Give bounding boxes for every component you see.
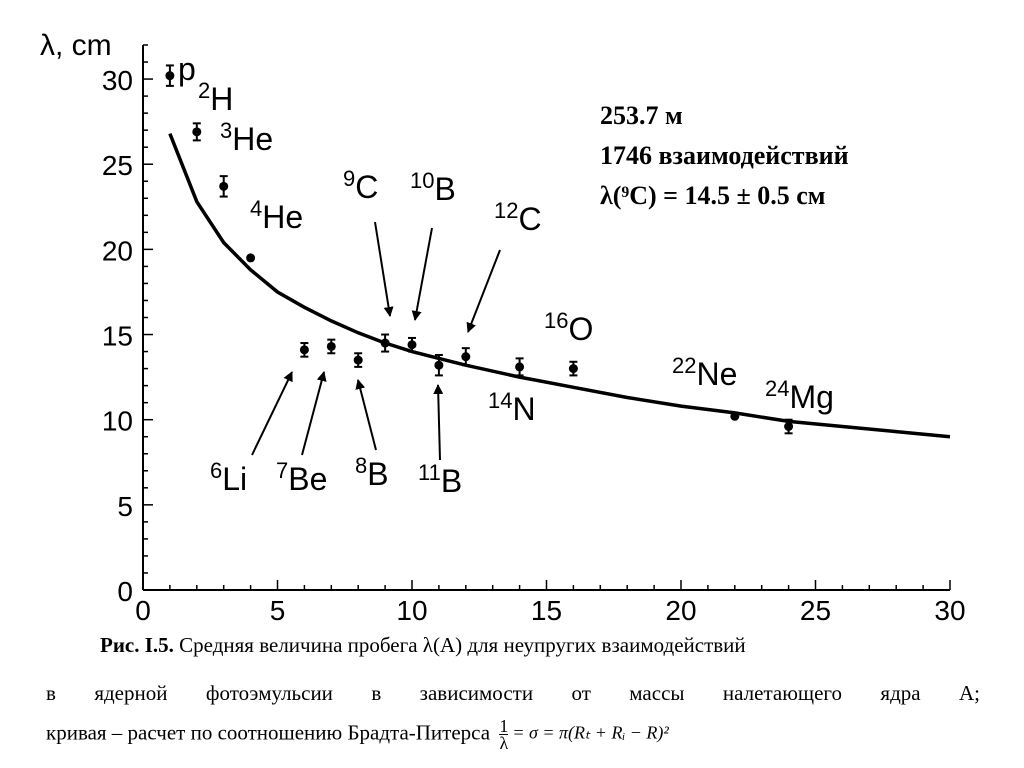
y-tick-label: 5 (117, 491, 133, 522)
bradt-peters-formula: 1 λ = σ = π(Rₜ + Rᵢ − R)² (495, 716, 669, 753)
nucleus-label-p: p (178, 51, 196, 87)
11b-arrow (433, 384, 444, 461)
caption-text-1: Средняя величина пробега λ(A) для неупру… (173, 633, 746, 657)
6li-arrow (251, 371, 293, 456)
data-point (407, 340, 417, 350)
x-tick-label: 10 (396, 595, 427, 626)
formula-denominator: λ (499, 733, 509, 753)
x-tick-label: 20 (665, 595, 696, 626)
figure-caption-line1: Рис. I.5. Средняя величина пробега λ(A) … (100, 632, 980, 658)
data-point (730, 411, 740, 421)
data-point (326, 341, 336, 351)
nucleus-label-10b: 10B (410, 168, 456, 207)
12c-arrow (466, 249, 501, 333)
10b-arrow (411, 227, 433, 321)
formula-numerator: 1 (499, 716, 509, 736)
data-point (784, 422, 794, 431)
y-tick-label: 20 (102, 235, 133, 266)
nucleus-label-3he: 3He (220, 118, 273, 157)
data-point (219, 181, 229, 191)
data-point (434, 360, 444, 370)
data-point (299, 345, 309, 355)
nucleus-label-24mg: 24Mg (765, 376, 834, 415)
x-tick-label: 25 (800, 595, 831, 626)
annotation-line: 253.7 м (600, 101, 683, 130)
nucleus-label-4he: 4He (250, 196, 303, 235)
nucleus-label-7be: 7Be (276, 458, 327, 497)
data-point (380, 338, 390, 348)
annotation-line: 1746 взаимодействий (600, 141, 849, 170)
figure-caption-line2: в ядерной фотоэмульсии в зависимости от … (46, 681, 980, 705)
x-tick-label: 0 (135, 595, 151, 626)
y-tick-label: 0 (117, 576, 133, 607)
x-tick-label: 5 (270, 595, 286, 626)
y-tick-label: 15 (102, 321, 133, 352)
7be-arrow (301, 371, 327, 456)
nucleus-label-6li: 6Li (210, 458, 247, 497)
data-point (568, 364, 578, 374)
8b-arrow (355, 379, 377, 451)
y-tick-label: 10 (102, 406, 133, 437)
y-axis-label: λ, cm (40, 29, 112, 62)
data-point (461, 352, 471, 362)
nucleus-label-14n: 14N (488, 388, 536, 427)
nucleus-label-2h: 2H (198, 78, 233, 117)
nucleus-label-8b: 8B (355, 453, 389, 492)
data-point (515, 362, 525, 372)
data-point (165, 71, 175, 81)
y-tick-label: 25 (102, 150, 133, 181)
data-point (192, 127, 202, 137)
data-point (353, 355, 363, 365)
nucleus-label-9c: 9C (343, 166, 378, 205)
x-tick-label: 15 (531, 595, 562, 626)
nucleus-label-12c: 12C (494, 198, 542, 237)
9c-arrow (374, 221, 394, 317)
data-point (246, 253, 256, 263)
figure-caption-line3: кривая – расчет по соотношению Брадта-Пи… (46, 716, 669, 753)
nucleus-label-11b: 11B (418, 460, 462, 499)
figure-label: Рис. I.5. (100, 633, 174, 657)
annotation-line: λ(⁹C) = 14.5 ± 0.5 см (600, 181, 826, 210)
nucleus-label-22ne: 22Ne (672, 353, 737, 392)
nucleus-label-16o: 16O (544, 308, 593, 347)
formula-rest: = σ = π(Rₜ + Rᵢ − R)² (512, 722, 669, 743)
y-tick-label: 30 (102, 65, 133, 96)
x-tick-label: 30 (934, 595, 965, 626)
caption-text-3: кривая – расчет по соотношению Брадта-Пи… (46, 720, 491, 745)
